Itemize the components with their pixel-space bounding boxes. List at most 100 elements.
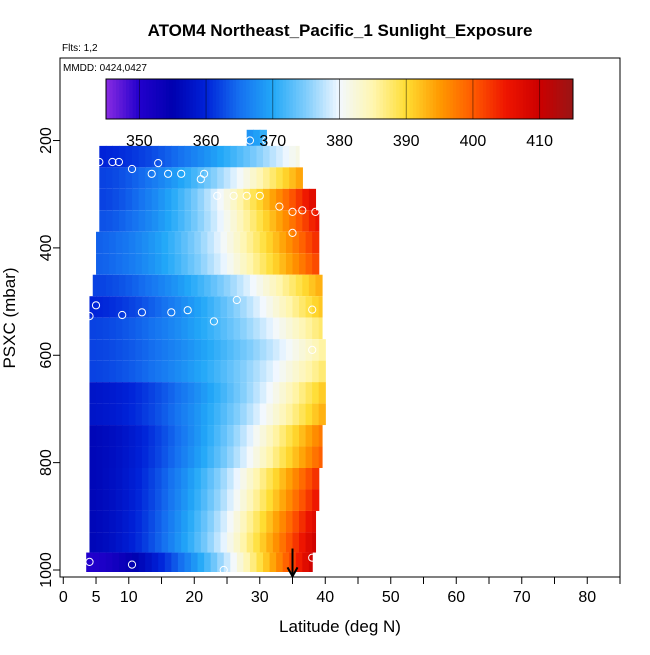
heatmap-cell: [141, 425, 150, 447]
heatmap-cell: [207, 510, 215, 533]
heatmap-cell: [194, 296, 202, 318]
colorbar-segment: [286, 79, 290, 119]
heatmap-cell: [200, 489, 208, 511]
heatmap-cell: [122, 532, 130, 553]
heatmap-cell: [217, 210, 225, 232]
heatmap-cell: [276, 167, 284, 189]
colorbar-segment: [352, 79, 357, 119]
heatmap-cell: [174, 317, 182, 340]
heatmap-cell: [158, 210, 166, 232]
heatmap-cell: [279, 317, 287, 340]
heatmap-cell: [141, 446, 150, 468]
colorbar-segment: [236, 79, 240, 119]
heatmap-cell: [233, 296, 241, 318]
heatmap-cell: [246, 339, 254, 361]
heatmap-cell: [285, 360, 294, 383]
heatmap-cell: [233, 231, 241, 254]
colorbar-segment: [552, 79, 557, 119]
heatmap-cell: [161, 468, 169, 490]
colorbar-segment: [506, 79, 511, 119]
heatmap-cell: [200, 446, 208, 468]
heatmap-cell: [151, 274, 159, 297]
heatmap-cell: [259, 468, 267, 490]
heatmap-cell: [145, 145, 153, 168]
colorbar-segment: [119, 79, 124, 119]
heatmap-cell: [276, 274, 284, 297]
heatmap-cell: [105, 145, 113, 168]
heatmap-cell: [263, 167, 271, 189]
heatmap-cell: [92, 552, 100, 572]
colorbar-segment: [486, 79, 491, 119]
heatmap-cell: [233, 425, 241, 447]
heatmap-cell: [154, 425, 163, 447]
heatmap-cell: [253, 317, 261, 340]
heatmap-cell: [187, 231, 195, 254]
heatmap-cell: [292, 425, 300, 447]
heatmap-cell: [305, 468, 313, 490]
heatmap-cell: [213, 403, 222, 426]
heatmap-cell: [249, 167, 258, 189]
heatmap-cell: [138, 210, 146, 232]
heatmap-cell: [194, 489, 202, 511]
heatmap-cell: [240, 382, 248, 404]
heatmap-cell: [305, 317, 313, 340]
heatmap-cell: [272, 231, 281, 254]
data-point: [232, 295, 241, 305]
heatmap-cell: [213, 317, 222, 340]
colorbar-segment: [429, 79, 434, 119]
data-point: [209, 317, 218, 326]
heatmap-cell: [135, 510, 143, 533]
colorbar-segment: [502, 79, 507, 119]
heatmap-cell: [253, 489, 261, 511]
heatmap-cell: [168, 317, 176, 340]
heatmap-cell: [240, 468, 248, 490]
heatmap-cell: [299, 382, 307, 404]
heatmap-cell: [128, 510, 136, 533]
heatmap-cell: [246, 129, 254, 146]
heatmap-cell: [220, 231, 228, 254]
heatmap-cell: [253, 296, 261, 318]
heatmap-cell: [99, 188, 107, 211]
colorbar-segment: [566, 79, 571, 119]
heatmap-cell: [233, 510, 241, 533]
heatmap-cell: [289, 167, 297, 189]
heatmap-cell: [128, 532, 136, 553]
heatmap-cell: [141, 489, 150, 511]
heatmap-cell: [89, 360, 97, 383]
heatmap-cell: [187, 446, 195, 468]
heatmap-cell: [158, 145, 166, 168]
heatmap-cell: [259, 489, 267, 511]
heatmap-cell: [204, 145, 212, 168]
colorbar-segment: [256, 79, 260, 119]
heatmap-cell: [96, 339, 104, 361]
heatmap-cell: [227, 317, 235, 340]
heatmap-cell: [138, 188, 146, 211]
data-point: [154, 159, 163, 168]
heatmap-cell: [128, 317, 136, 340]
colorbar-segment: [232, 79, 237, 119]
colorbar-segment: [539, 79, 544, 119]
heatmap-cell: [312, 360, 320, 383]
heatmap-cell: [272, 382, 281, 404]
x-tick-label: 60: [447, 589, 465, 606]
colorbar-segment: [272, 79, 277, 119]
dates-label: MMDD: 0424,0427: [63, 63, 147, 74]
heatmap-cell: [135, 468, 143, 490]
heatmap-cell: [197, 210, 205, 232]
heatmap-cell: [177, 210, 186, 232]
heatmap-cell: [299, 446, 307, 468]
heatmap-cell: [102, 489, 110, 511]
colorbar-segment: [262, 79, 267, 119]
heatmap-cell: [164, 274, 172, 297]
data-point: [262, 136, 271, 145]
heatmap-cell: [207, 296, 215, 318]
heatmap-cell: [109, 360, 117, 383]
heatmap-cell: [109, 339, 117, 361]
heatmap-cell: [89, 446, 97, 468]
heatmap-cell: [148, 382, 156, 404]
heatmap-cell: [135, 339, 143, 361]
heatmap-cell: [227, 360, 235, 383]
heatmap-cell: [305, 489, 313, 511]
colorbar-tick-label: 390: [393, 133, 420, 150]
heatmap-cell: [207, 446, 215, 468]
